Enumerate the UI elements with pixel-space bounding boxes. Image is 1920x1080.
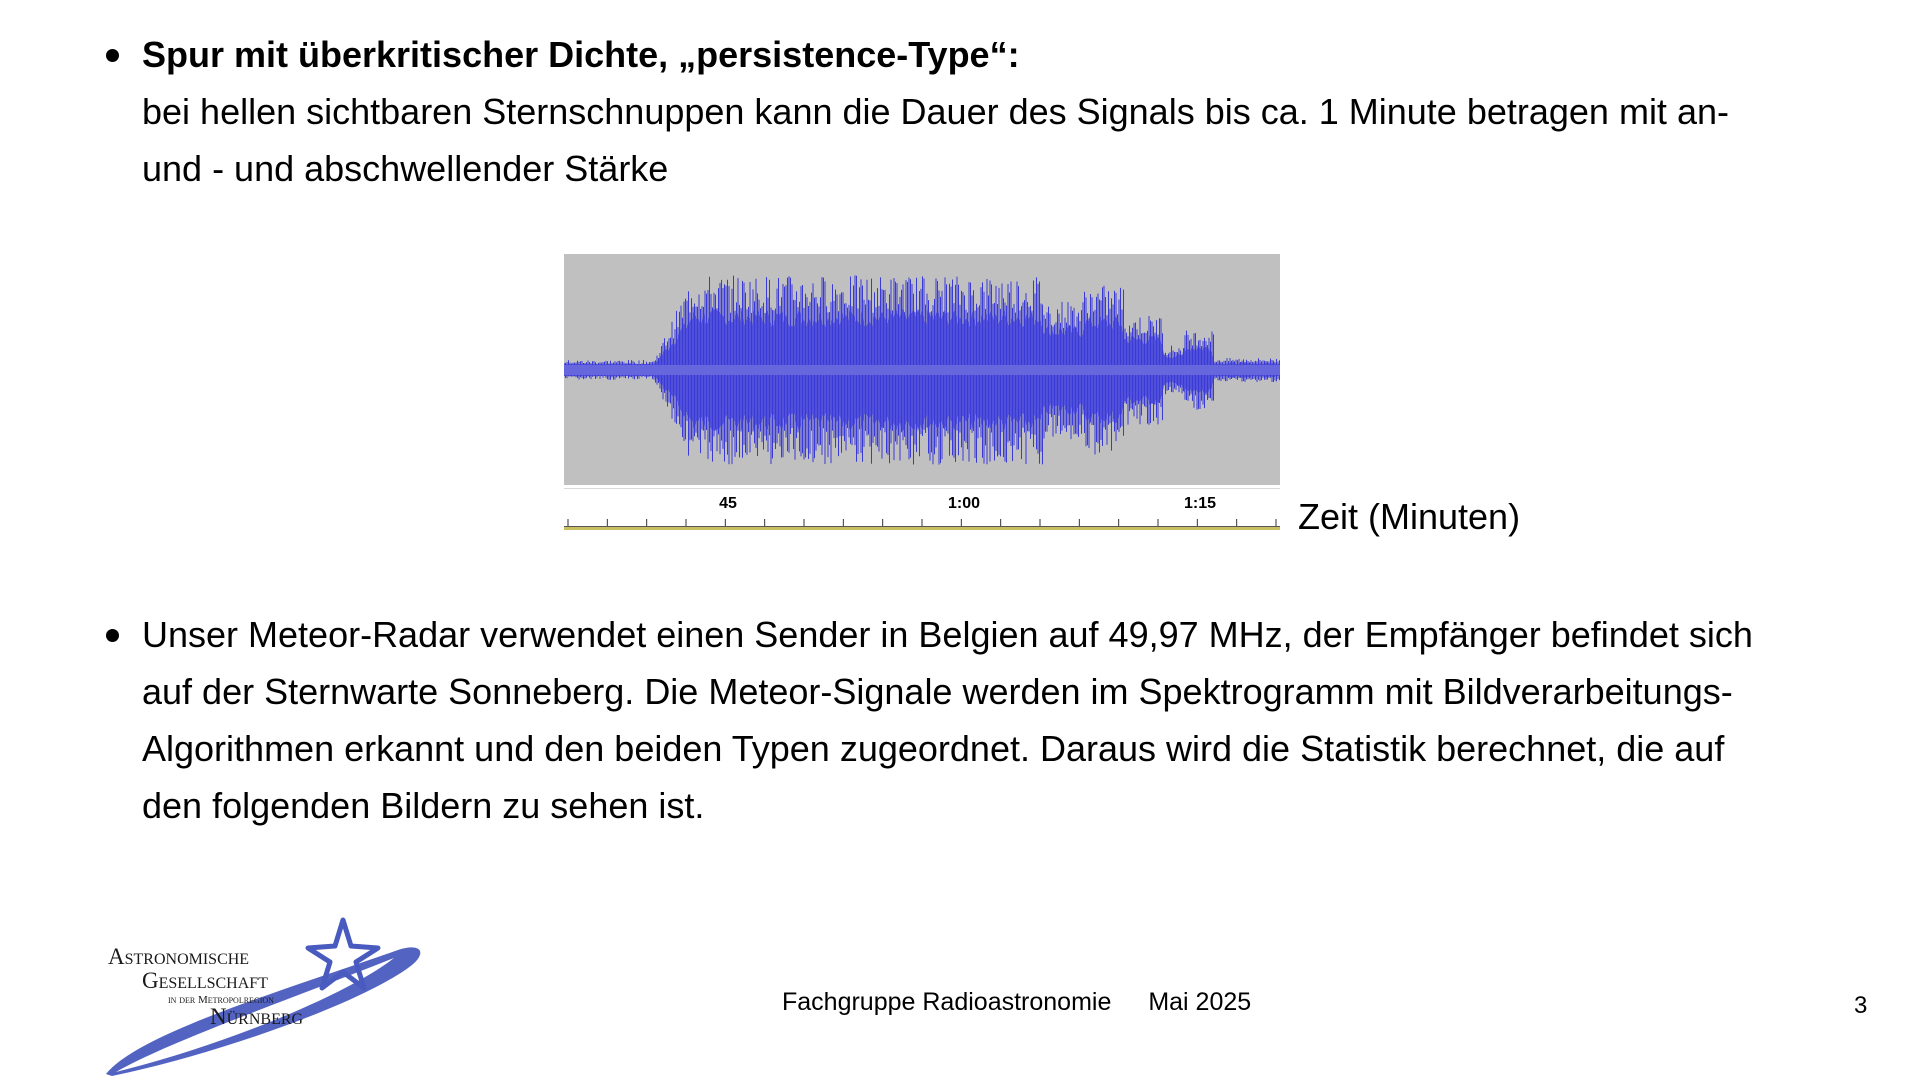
logo-text-line2: Gesellschaft (142, 968, 268, 993)
logo-swoosh-icon (106, 917, 421, 1076)
timeline-ruler: 45 1:00 1:15 (564, 488, 1280, 533)
tick-label-45: 45 (719, 495, 737, 512)
bullet-persistence-type: Spur mit überkritischer Dichte, „persist… (106, 26, 1822, 197)
waveform-plot (564, 275, 1280, 465)
logo-text-line1: Astronomische (108, 944, 250, 969)
bullet-meteor-radar: Unser Meteor-Radar verwendet einen Sende… (106, 606, 1822, 834)
bullet-line: Unser Meteor-Radar verwendet einen Sende… (142, 614, 1753, 655)
logo-text-line4: Nürnberg (210, 1004, 304, 1029)
bullet-line: Algorithmen erkannt und den beiden Typen… (142, 728, 1725, 769)
waveform-center-band (564, 365, 1280, 375)
bullet-line: auf der Sternwarte Sonneberg. Die Meteor… (142, 671, 1733, 712)
tick-label-100: 1:00 (948, 495, 980, 512)
footer-date: Mai 2025 (1148, 988, 1252, 1016)
footer: Fachgruppe Radioastronomie Mai 2025 (782, 988, 1281, 1017)
bullet-icon (106, 629, 119, 642)
timeline-baseline (564, 527, 1280, 530)
tick-marks (567, 519, 1277, 526)
bullet-icon (106, 49, 119, 62)
bullet-title: Spur mit überkritischer Dichte, „persist… (142, 34, 1020, 75)
logo-text-line3: in der Metropolregion (168, 994, 274, 1006)
waveform-figure: 45 1:00 1:15 (564, 254, 1280, 533)
logo: Astronomische Gesellschaft in der Metrop… (98, 914, 428, 1080)
logo-star-icon (305, 917, 381, 991)
bullet-line: den folgenden Bildern zu sehen ist. (142, 785, 705, 826)
timeline-ticks: 45 1:00 1:15 (564, 495, 1280, 530)
bullet-line: und - und abschwellender Stärke (142, 148, 669, 189)
bullet-line: bei hellen sichtbaren Sternschnuppen kan… (142, 91, 1729, 132)
footer-group-name: Fachgruppe Radioastronomie (782, 988, 1112, 1016)
tick-label-115: 1:15 (1184, 495, 1216, 512)
timeline-baseline-dark (564, 526, 1280, 527)
page-number: 3 (1854, 992, 1868, 1019)
axis-label: Zeit (Minuten) (1298, 496, 1521, 537)
